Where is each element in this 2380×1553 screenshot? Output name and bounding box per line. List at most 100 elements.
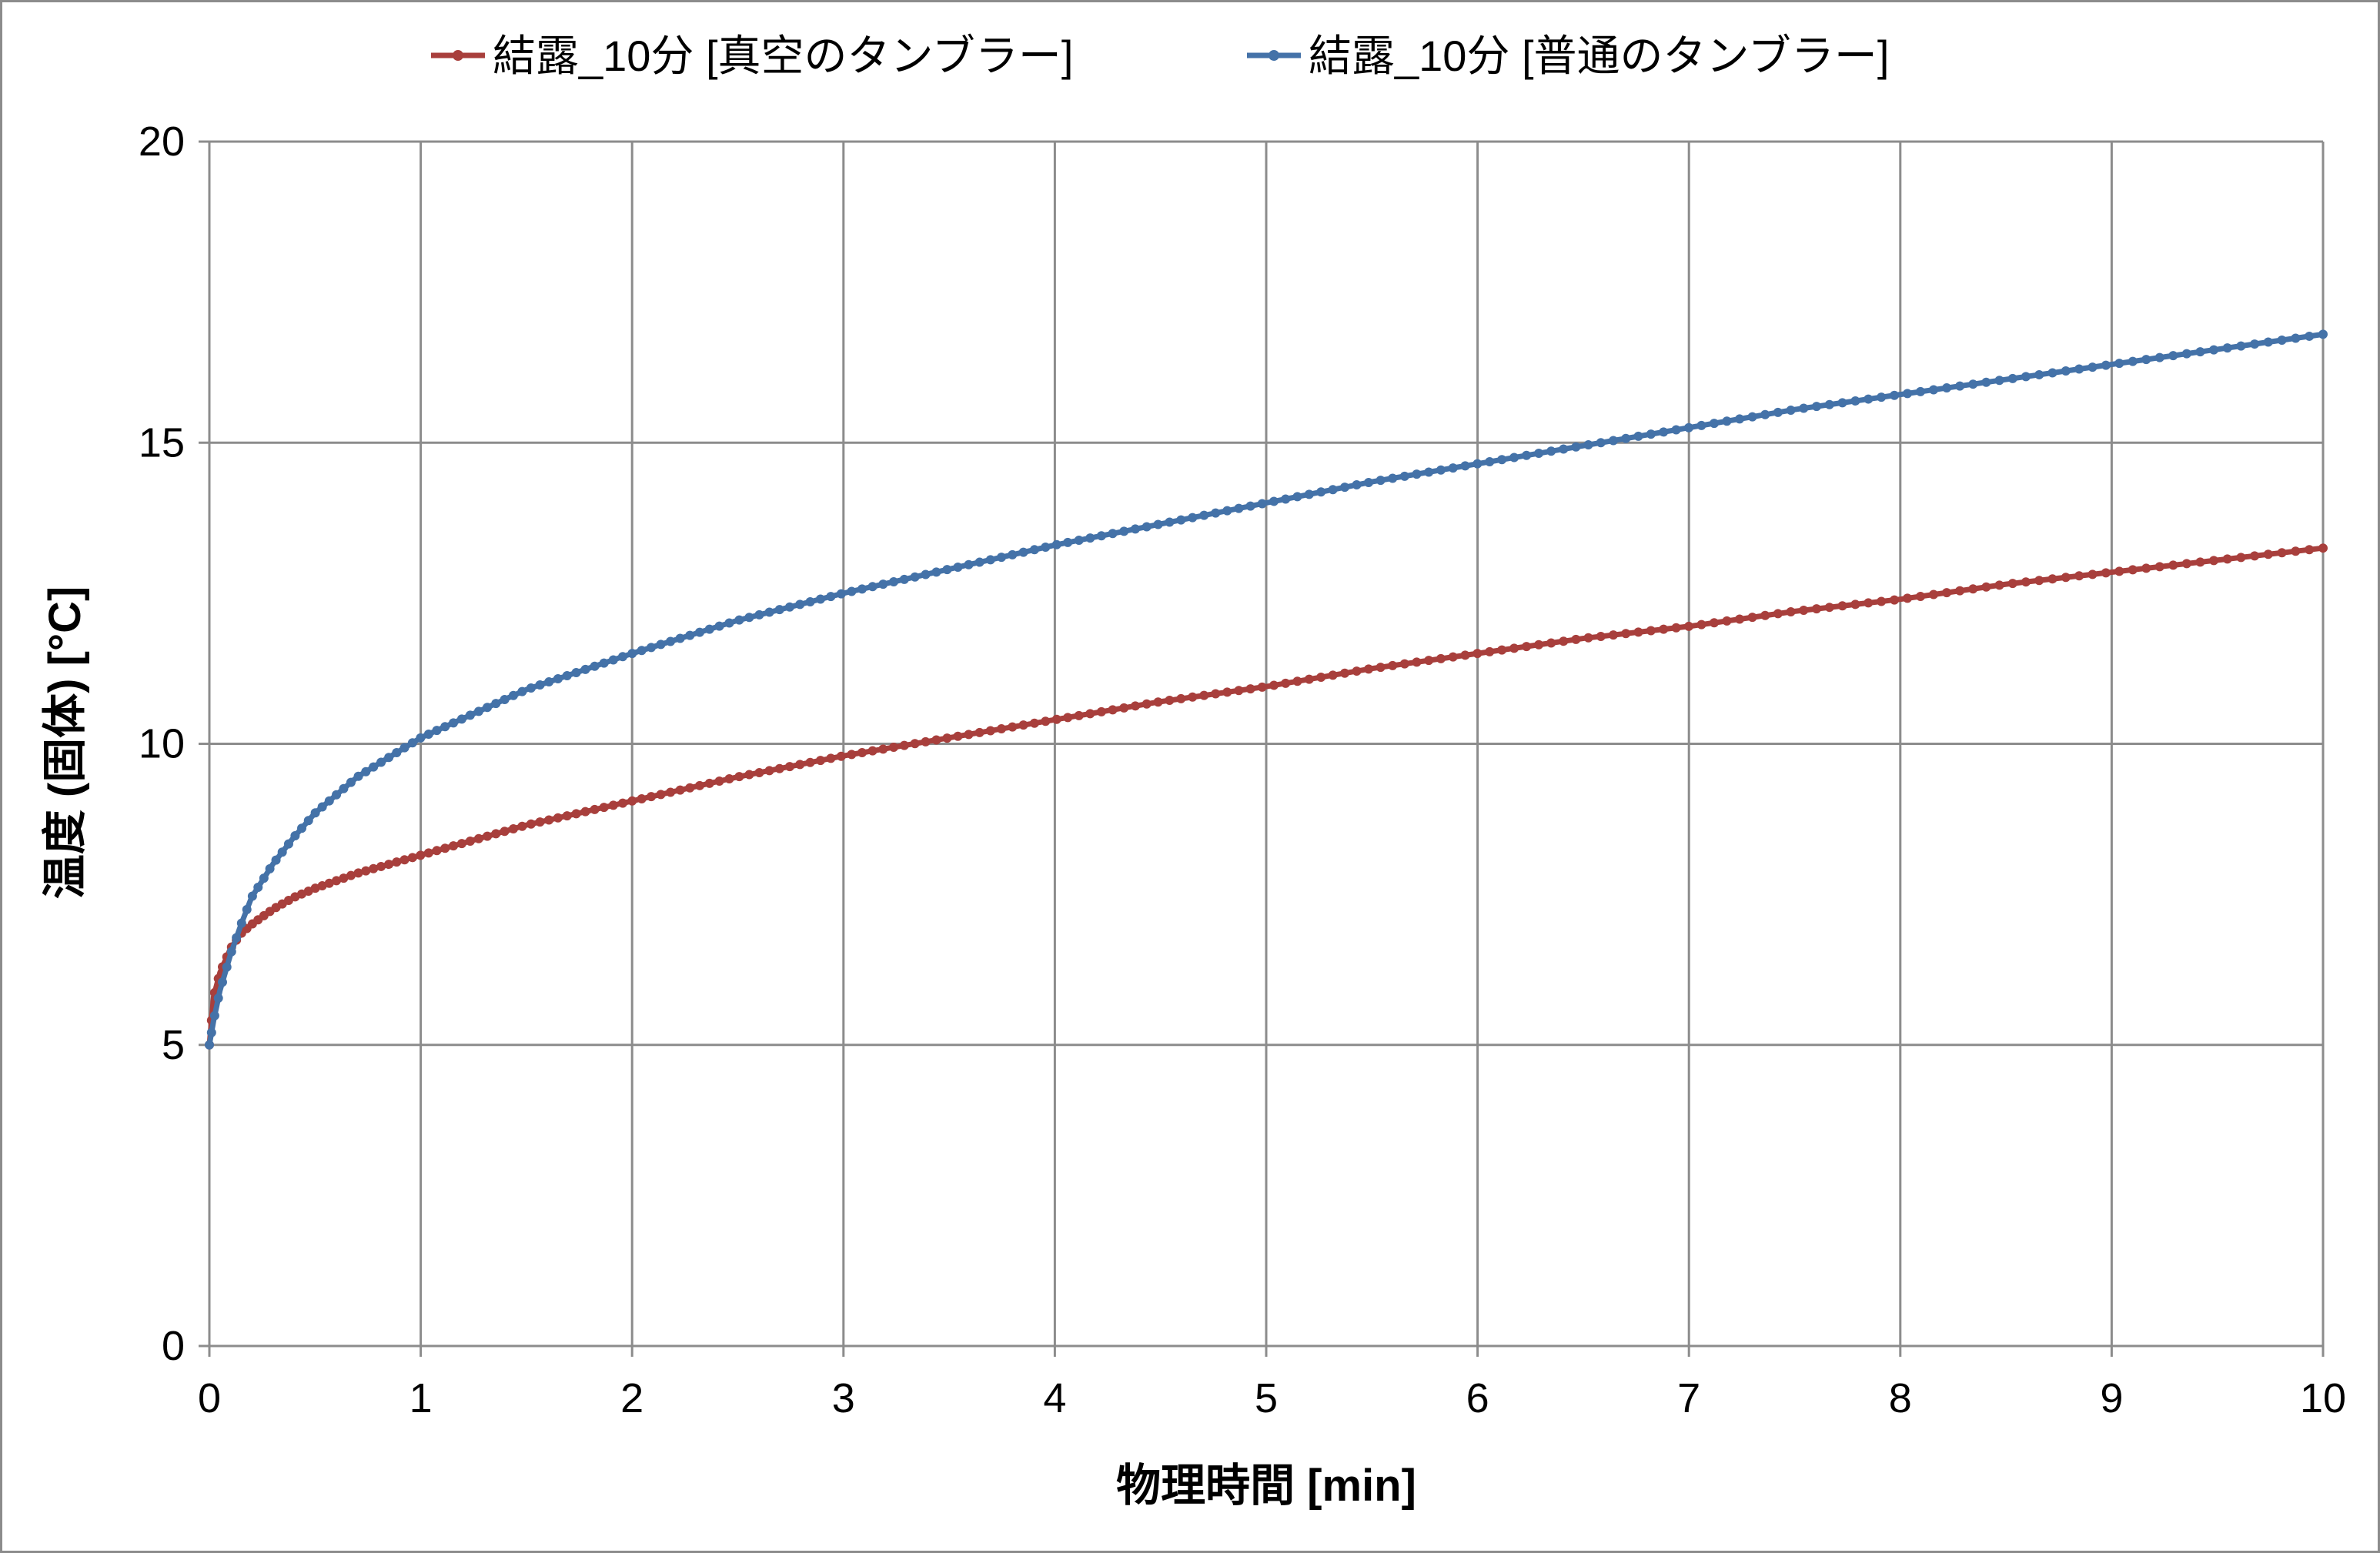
data-point xyxy=(332,876,342,886)
x-tick-label: 9 xyxy=(2100,1375,2123,1421)
data-point xyxy=(2277,548,2287,558)
data-point xyxy=(1824,603,1834,613)
data-point xyxy=(1176,693,1186,703)
data-point xyxy=(2209,345,2219,355)
data-point xyxy=(1096,706,1106,716)
data-point xyxy=(599,658,609,668)
data-point xyxy=(590,804,600,814)
data-point xyxy=(1955,381,1965,391)
data-point xyxy=(553,674,563,684)
y-tick-label: 10 xyxy=(139,721,185,767)
data-point xyxy=(1472,459,1482,469)
x-tick-label: 7 xyxy=(1677,1375,1700,1421)
data-point xyxy=(1352,666,1362,676)
data-point xyxy=(1041,716,1051,726)
data-point xyxy=(1485,456,1495,466)
data-point xyxy=(580,664,590,674)
data-point xyxy=(571,667,581,677)
data-point xyxy=(361,866,371,876)
data-point xyxy=(535,680,545,690)
data-point xyxy=(2074,364,2084,374)
data-point xyxy=(2074,571,2084,581)
data-point xyxy=(685,630,695,640)
data-point xyxy=(2291,546,2301,556)
y-axis-title: 温度 (固体) [°C] xyxy=(40,586,90,900)
data-point xyxy=(2277,336,2287,346)
data-point xyxy=(1968,584,1978,594)
data-point xyxy=(1222,687,1232,697)
data-point xyxy=(1108,529,1118,539)
data-point xyxy=(1916,386,1926,396)
data-point xyxy=(878,579,888,589)
data-point xyxy=(985,726,995,736)
data-point xyxy=(2181,349,2191,359)
data-point xyxy=(1436,465,1446,475)
data-point xyxy=(339,783,349,793)
data-point xyxy=(2168,560,2178,570)
data-point xyxy=(1722,616,1732,626)
data-point xyxy=(1646,429,1656,439)
data-point xyxy=(1497,645,1507,655)
data-point xyxy=(1916,591,1926,601)
data-point xyxy=(2168,351,2178,361)
data-point xyxy=(473,833,483,843)
data-point xyxy=(2101,360,2111,370)
data-point xyxy=(754,767,764,777)
data-point xyxy=(608,655,618,665)
data-point xyxy=(744,613,754,623)
data-point xyxy=(1424,656,1434,666)
data-point xyxy=(910,572,920,582)
data-point xyxy=(432,846,442,856)
data-point xyxy=(2141,355,2151,365)
data-point xyxy=(253,882,263,892)
data-point xyxy=(1890,390,1900,400)
data-point xyxy=(226,947,236,957)
data-point xyxy=(456,839,466,849)
data-point xyxy=(714,776,724,786)
data-point xyxy=(1646,626,1656,636)
data-point xyxy=(599,803,609,813)
data-point xyxy=(1747,412,1757,422)
data-point xyxy=(491,699,501,709)
data-point xyxy=(500,827,510,837)
data-point xyxy=(2250,551,2260,561)
data-point xyxy=(1460,650,1470,660)
data-point xyxy=(1304,489,1314,499)
data-point xyxy=(826,592,836,602)
data-point xyxy=(744,770,754,780)
data-point xyxy=(2305,331,2315,341)
data-point xyxy=(1269,496,1279,506)
data-point xyxy=(544,677,554,687)
data-point xyxy=(1709,618,1719,628)
data-point xyxy=(483,703,493,713)
data-point xyxy=(666,787,676,797)
x-tick-label: 3 xyxy=(832,1375,855,1421)
data-point xyxy=(1559,636,1569,646)
data-point xyxy=(704,778,714,788)
data-point xyxy=(2007,579,2017,589)
data-point xyxy=(1534,640,1544,650)
data-point xyxy=(1583,633,1593,643)
data-point xyxy=(1165,517,1175,527)
data-point xyxy=(384,753,394,763)
data-point xyxy=(953,731,963,741)
data-point xyxy=(449,841,459,851)
data-point xyxy=(774,763,784,773)
data-point xyxy=(209,1010,219,1020)
data-point xyxy=(2034,369,2044,379)
data-point xyxy=(1108,705,1118,715)
data-point xyxy=(1850,599,1860,610)
data-point xyxy=(1130,524,1140,534)
data-point xyxy=(1340,668,1350,678)
data-point xyxy=(1119,526,1129,536)
data-point xyxy=(1328,670,1338,680)
data-point xyxy=(2236,341,2246,351)
data-point xyxy=(847,586,857,596)
data-point xyxy=(1063,537,1073,547)
data-point xyxy=(317,802,327,812)
data-point xyxy=(714,621,724,631)
data-point xyxy=(2250,339,2260,349)
data-point xyxy=(1376,663,1386,673)
data-point xyxy=(627,796,637,806)
